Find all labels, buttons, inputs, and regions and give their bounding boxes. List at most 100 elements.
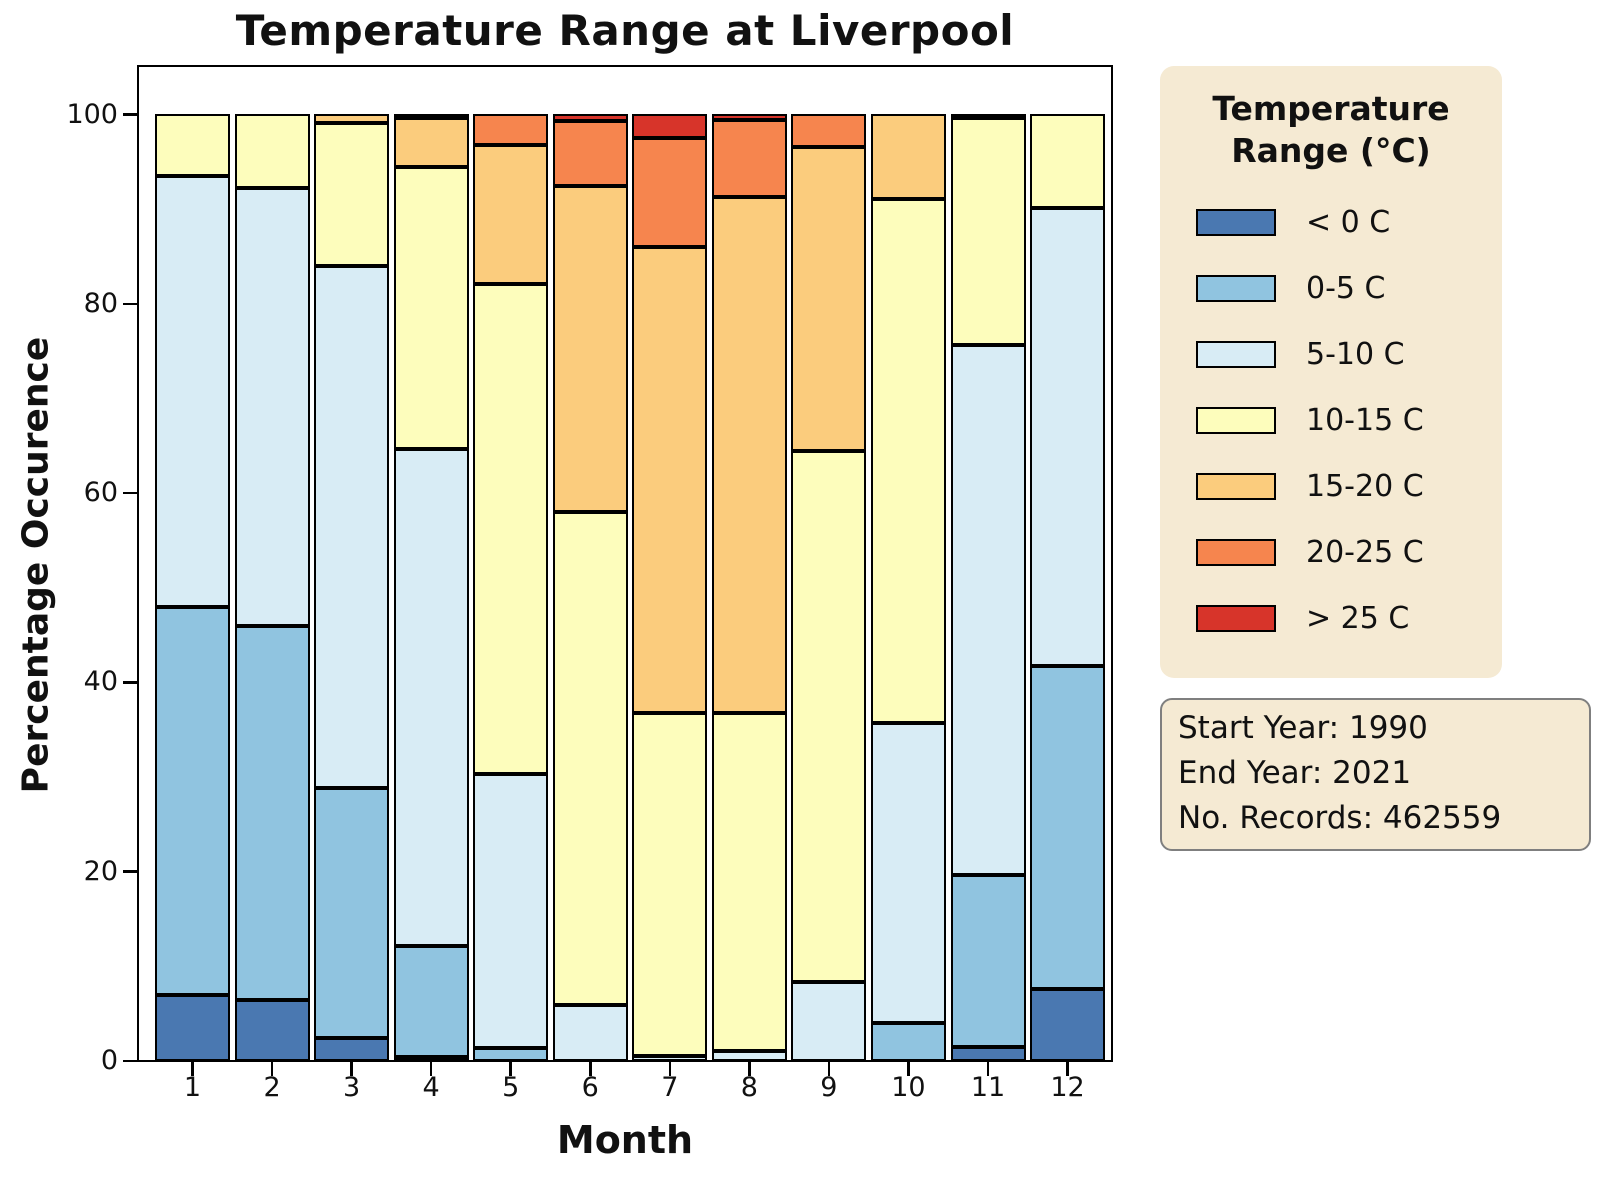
x-tick-label-10: 10 (891, 1072, 926, 1103)
y-tick-label-0: 0 (100, 1045, 118, 1076)
segment-10-15C-month-3 (314, 123, 390, 266)
y-tick-mark-60 (123, 491, 137, 495)
segment-<0C-month-1 (155, 994, 230, 1061)
legend: Temperature Range (°C) < 0 C 0-5 C 5-10 C 1… (1160, 66, 1502, 678)
y-tick-mark-20 (123, 870, 137, 873)
y-tick-label-60: 60 (83, 477, 118, 509)
info-box: Start Year: 1990 End Year: 2021 No. Reco… (1160, 698, 1591, 851)
x-tick-mark-10 (907, 1062, 910, 1076)
y-tick-label-80: 80 (83, 287, 118, 319)
info-num-records: No. Records: 462559 (1178, 799, 1502, 836)
x-tick-label-5: 5 (502, 1072, 520, 1103)
x-tick-label-11: 11 (970, 1072, 1006, 1103)
segment-5-10C-month-3 (314, 265, 390, 789)
segment-<0C-month-4 (393, 1057, 469, 1061)
segment-<0C-month-11 (950, 1046, 1026, 1061)
segment-20-25C-month-8 (711, 119, 787, 198)
segment-5-10C-month-9 (791, 982, 867, 1061)
segment-<0C-month-12 (1030, 989, 1106, 1061)
legend-label: 5-10 C (1306, 336, 1405, 372)
bar-month-9 (791, 114, 867, 1061)
x-tick-mark-9 (827, 1062, 831, 1076)
segment-5-10C-month-5 (473, 774, 549, 1048)
bar-month-6 (552, 114, 628, 1061)
segment-0-5C-month-3 (314, 788, 390, 1039)
segment-15-20C-month-9 (791, 147, 867, 452)
segment-15-20C-month-4 (393, 117, 469, 168)
bar-month-11 (950, 113, 1026, 1061)
legend-swatch-icon (1196, 604, 1276, 632)
y-tick-mark-40 (123, 681, 137, 684)
segment-5-10C-month-1 (155, 175, 230, 608)
legend-row-0-5C: 0-5 C (1160, 255, 1502, 321)
segment->25C-month-7 (632, 114, 708, 138)
x-tick-label-1: 1 (183, 1072, 202, 1103)
x-tick-label-4: 4 (422, 1072, 440, 1103)
segment-10-15C-month-10 (870, 199, 946, 723)
x-tick-label-9: 9 (820, 1072, 838, 1103)
segment-5-10C-month-8 (711, 1050, 787, 1061)
chart-title: Temperature Range at Liverpool (235, 6, 1015, 55)
legend-row-10-15C: 10-15 C (1160, 387, 1502, 453)
segment-10-15C-month-7 (632, 713, 708, 1057)
segment-10-15C-month-5 (473, 284, 549, 775)
x-tick-label-12: 12 (1050, 1072, 1085, 1103)
legend-row-15-20C: 15-20 C (1160, 453, 1502, 519)
x-axis-title: Month (556, 1118, 694, 1162)
x-tick-label-7: 7 (661, 1072, 679, 1103)
segment-10-15C-month-4 (393, 167, 469, 450)
legend-label: 15-20 C (1306, 468, 1424, 504)
segment->25C-month-8 (711, 114, 787, 120)
segment-5-10C-month-10 (870, 722, 946, 1024)
segment-0-5C-month-5 (473, 1047, 549, 1061)
x-tick-mark-3 (350, 1062, 353, 1076)
segment-10-15C-month-9 (791, 451, 867, 983)
segment-10-15C-month-8 (711, 712, 787, 1051)
x-tick-mark-7 (668, 1062, 672, 1076)
segment->25C-month-6 (552, 114, 628, 121)
x-tick-mark-6 (589, 1062, 592, 1076)
segment-5-10C-month-7 (632, 1056, 708, 1061)
y-tick-mark-100 (123, 113, 137, 116)
segment-0-5C-month-10 (870, 1023, 946, 1061)
y-tick-mark-80 (123, 302, 137, 306)
segment-15-20C-month-5 (473, 145, 549, 285)
segment-10-15C-month-2 (234, 114, 310, 188)
segment-10-15C-month-6 (552, 511, 628, 1006)
segment-10-15C-month-1 (155, 114, 230, 176)
segment-15-20C-month-3 (314, 114, 390, 124)
x-tick-mark-4 (429, 1062, 433, 1076)
segment-5-10C-month-4 (393, 449, 469, 947)
x-tick-mark-12 (1066, 1062, 1069, 1076)
segment-15-20C-month-11 (950, 113, 1026, 118)
y-tick-label-100: 100 (66, 98, 118, 130)
legend-swatch-icon (1196, 208, 1276, 236)
legend-row-20-25C: 20-25 C (1160, 519, 1502, 585)
bar-month-7 (632, 114, 708, 1061)
legend-title-line2: Range (°C) (1231, 130, 1431, 170)
legend-title: Temperature Range (°C) (1160, 88, 1502, 171)
info-end-year: End Year: 2021 (1178, 754, 1412, 791)
legend-label: 20-25 C (1306, 534, 1424, 570)
bar-month-2 (234, 114, 310, 1061)
segment-15-20C-month-10 (870, 114, 946, 200)
segment-0-5C-month-2 (234, 626, 310, 1001)
legend-swatch-icon (1196, 472, 1276, 500)
legend-row-<0C: < 0 C (1160, 189, 1502, 255)
segment-20-25C-month-6 (552, 120, 628, 186)
segment-5-10C-month-6 (552, 1005, 628, 1061)
bar-month-3 (314, 114, 390, 1061)
segment-5-10C-month-11 (950, 345, 1026, 876)
segment-0-5C-month-4 (393, 946, 469, 1058)
segment-20-25C-month-5 (473, 114, 549, 146)
bars-layer (139, 113, 1111, 1061)
y-tick-label-20: 20 (83, 855, 118, 887)
x-tick-mark-1 (191, 1062, 194, 1076)
legend-swatch-icon (1196, 274, 1276, 302)
x-tick-label-8: 8 (740, 1072, 758, 1103)
legend-title-line1: Temperature (1212, 89, 1450, 128)
legend-swatch-icon (1196, 340, 1276, 368)
y-axis-title: Percentage Occurence (15, 336, 57, 794)
x-tick-mark-2 (270, 1062, 274, 1076)
